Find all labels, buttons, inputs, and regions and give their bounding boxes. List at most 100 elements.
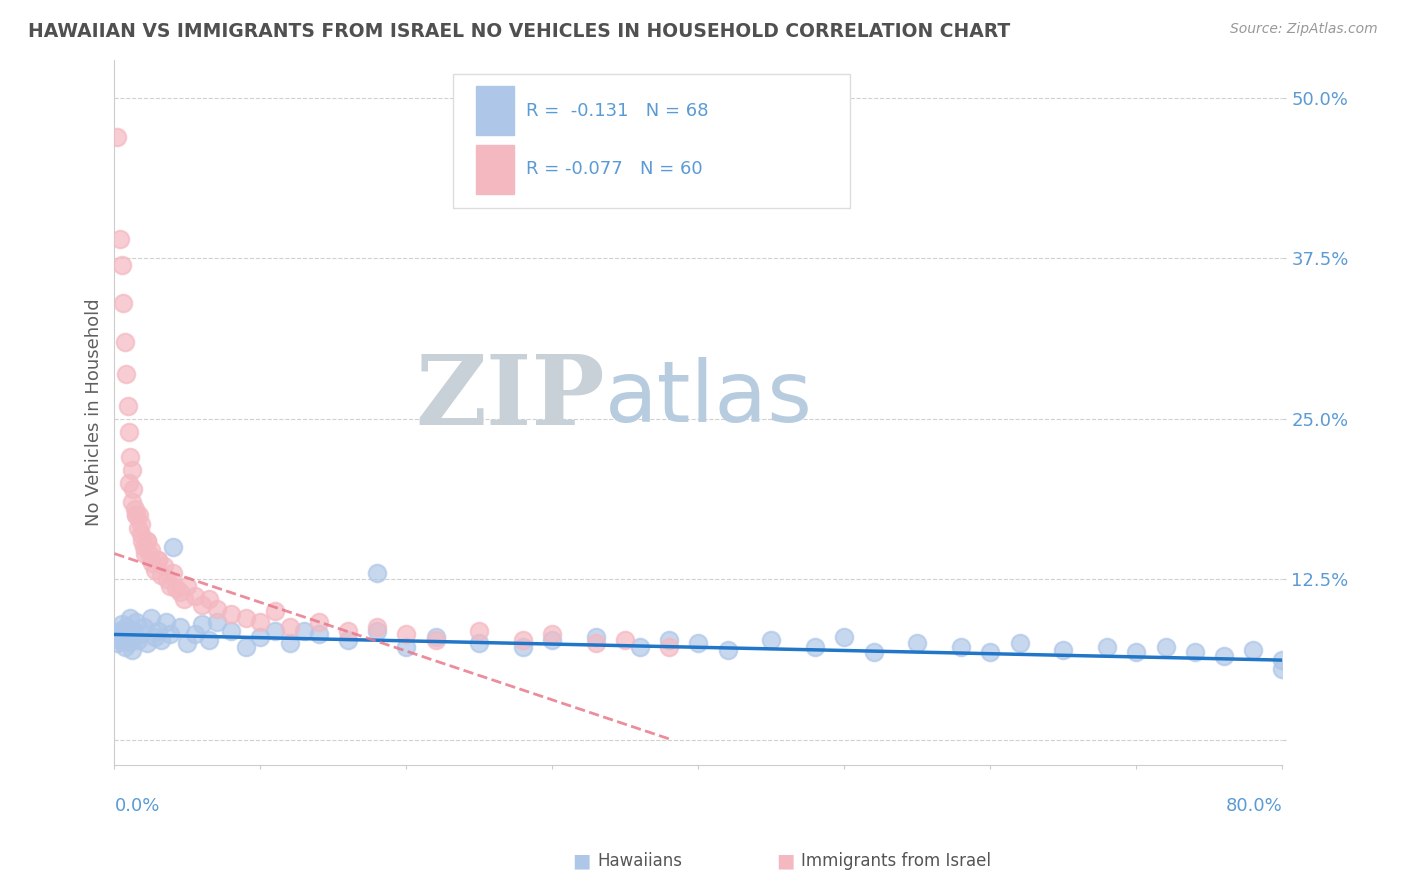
Point [120, 611, 142, 625]
FancyBboxPatch shape [477, 87, 513, 135]
Point [337, 632, 360, 647]
Point [278, 620, 301, 634]
Point [150, 568, 173, 582]
Point [1241, 643, 1264, 657]
Point [198, 632, 221, 647]
Point [121, 643, 143, 657]
Text: ■: ■ [572, 852, 591, 871]
Point [235, 611, 257, 625]
Point [153, 559, 176, 574]
Point [124, 501, 146, 516]
Point [628, 640, 651, 655]
Point [148, 624, 170, 638]
Point [219, 624, 242, 638]
Point [292, 624, 315, 638]
Point [366, 566, 388, 580]
Point [1271, 653, 1294, 667]
Point [104, 627, 127, 641]
Point [125, 615, 148, 629]
Text: 0.0%: 0.0% [114, 797, 160, 815]
Point [135, 636, 157, 650]
Point [111, 258, 134, 272]
Point [118, 635, 141, 649]
Point [114, 334, 136, 349]
Point [132, 540, 155, 554]
Text: ZIP: ZIP [416, 351, 605, 445]
Point [658, 640, 681, 655]
Point [395, 627, 418, 641]
Point [143, 563, 166, 577]
Text: ■: ■ [776, 852, 794, 871]
Point [165, 581, 187, 595]
Point [105, 129, 128, 144]
Point [717, 643, 740, 657]
Text: Immigrants from Israel: Immigrants from Israel [801, 852, 991, 870]
Point [804, 640, 827, 655]
Point [308, 615, 330, 629]
Point [159, 579, 181, 593]
Point [249, 615, 271, 629]
Point [127, 521, 149, 535]
Point [156, 572, 179, 586]
Point [110, 232, 132, 246]
Point [150, 632, 173, 647]
Point [132, 620, 155, 634]
Point [337, 624, 360, 638]
Point [249, 630, 271, 644]
Point [121, 495, 143, 509]
Point [114, 640, 136, 655]
Point [115, 620, 138, 634]
Point [162, 566, 184, 580]
Point [950, 640, 973, 655]
Point [219, 607, 242, 621]
Point [1095, 640, 1118, 655]
Point [135, 533, 157, 548]
Point [139, 542, 162, 557]
Y-axis label: No Vehicles in Household: No Vehicles in Household [86, 299, 103, 526]
Point [264, 624, 287, 638]
Point [183, 627, 205, 641]
Point [173, 591, 195, 606]
Point [121, 463, 143, 477]
Point [112, 627, 135, 641]
Point [468, 636, 491, 650]
Point [148, 553, 170, 567]
Point [129, 527, 152, 541]
Point [1052, 643, 1074, 657]
Point [105, 636, 128, 650]
Point [191, 617, 214, 632]
Point [907, 636, 929, 650]
Point [278, 636, 301, 650]
Point [148, 553, 170, 567]
Point [614, 632, 637, 647]
Point [198, 591, 221, 606]
Point [129, 517, 152, 532]
Point [979, 645, 1001, 659]
Point [205, 615, 228, 629]
Point [134, 547, 156, 561]
Point [110, 632, 132, 647]
Point [141, 556, 163, 570]
Text: R = -0.077   N = 60: R = -0.077 N = 60 [526, 161, 702, 178]
Point [183, 589, 205, 603]
Point [112, 296, 135, 310]
Text: atlas: atlas [605, 357, 813, 440]
Point [117, 630, 139, 644]
Point [468, 624, 491, 638]
Point [162, 540, 184, 554]
Point [143, 630, 166, 644]
Point [1125, 645, 1147, 659]
Point [1271, 662, 1294, 676]
Point [176, 636, 198, 650]
Point [155, 615, 177, 629]
Point [118, 476, 141, 491]
Point [122, 624, 145, 638]
Point [264, 604, 287, 618]
Point [127, 632, 149, 647]
Point [761, 632, 783, 647]
Point [117, 399, 139, 413]
Point [131, 533, 153, 548]
Point [308, 627, 330, 641]
Point [425, 632, 447, 647]
Point [120, 450, 142, 465]
